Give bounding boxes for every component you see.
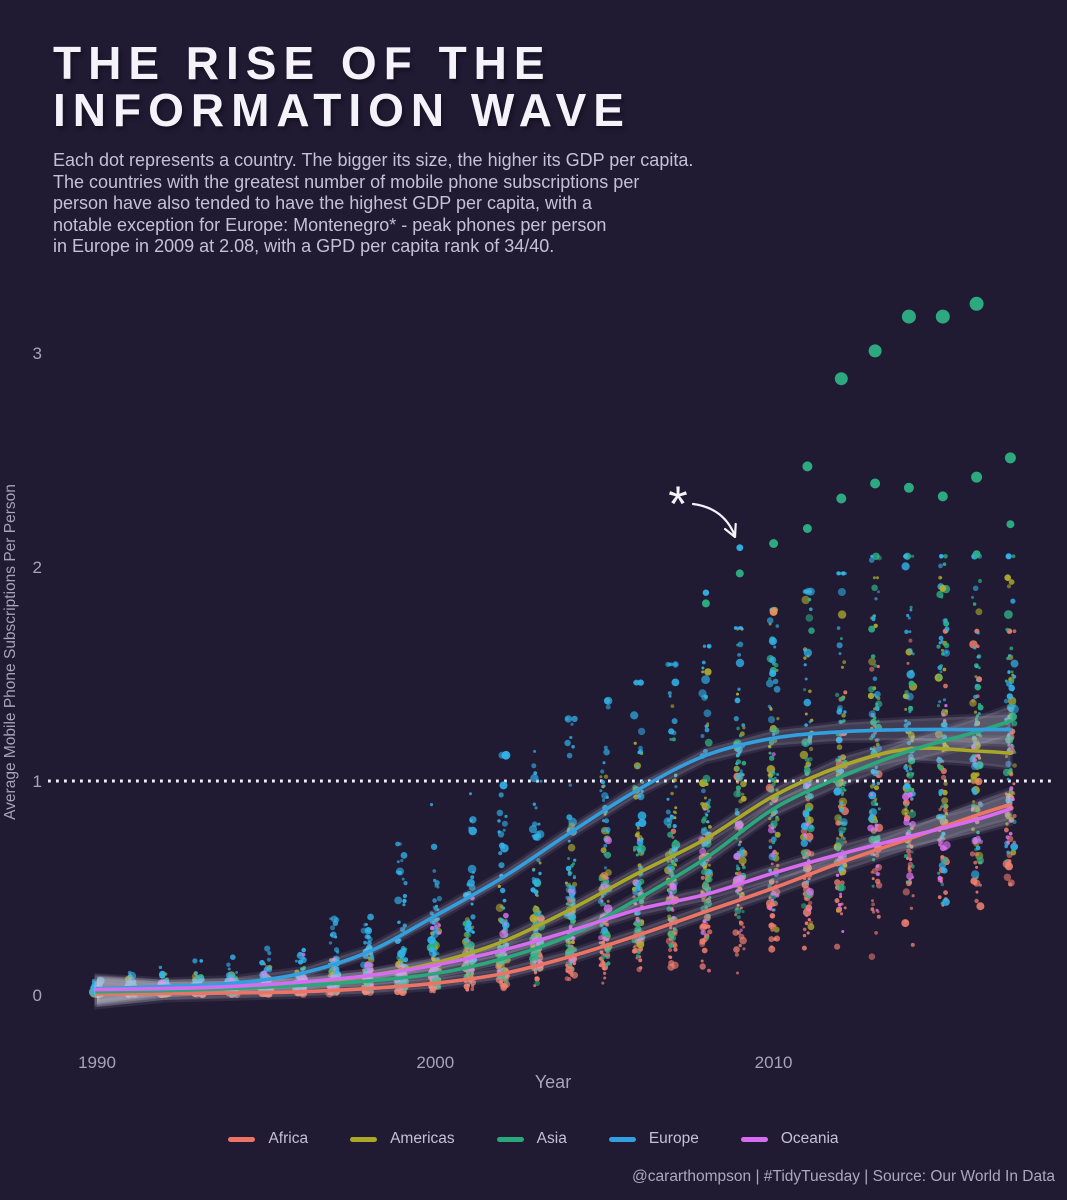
- y-tick-label: 3: [33, 344, 42, 363]
- x-axis-title: Year: [535, 1072, 571, 1092]
- outlier-point: [735, 569, 744, 578]
- legend-label-asia: Asia: [536, 1130, 567, 1147]
- montenegro-point: [736, 544, 744, 552]
- y-tick-label: 1: [33, 772, 42, 791]
- legend-swatch-oceania: [740, 1136, 768, 1142]
- y-axis-title: Average Mobile Phone Subscriptions Per P…: [2, 484, 19, 820]
- confidence-band-asia: [94, 702, 1013, 1008]
- legend-item-europe: Europe: [608, 1130, 699, 1148]
- x-tick-label: 2000: [416, 1053, 454, 1072]
- header: THE RISE OF THE INFORMATION WAVE Each do…: [53, 40, 733, 258]
- outlier-point: [901, 309, 916, 324]
- page-title-line-1: THE RISE OF THE: [53, 37, 552, 89]
- legend-item-africa: Africa: [228, 1130, 308, 1148]
- credit-line: @cararthompson | #TidyTuesday | Source: …: [632, 1168, 1055, 1185]
- legend-label-oceania: Oceania: [780, 1130, 839, 1147]
- confidence-band-africa: [94, 785, 1013, 1010]
- confidence-band-americas: [94, 734, 1013, 1007]
- legend-swatch-europe: [608, 1136, 636, 1142]
- confidence-band-europe: [94, 711, 1013, 1005]
- legend-label-africa: Africa: [268, 1130, 309, 1147]
- outlier-point: [1006, 520, 1015, 529]
- outlier-point: [802, 461, 813, 472]
- confidence-band-oceania: [94, 790, 1013, 1006]
- annotation-arrow: [691, 502, 737, 538]
- outlier-point: [868, 344, 882, 358]
- outlier-point: [972, 550, 981, 559]
- trend-line-africa: [95, 802, 1013, 996]
- outlier-point: [935, 309, 950, 324]
- y-tick-label: 2: [33, 558, 42, 577]
- trend-lines: [95, 719, 1013, 996]
- legend-item-asia: Asia: [496, 1130, 567, 1148]
- legend-item-oceania: Oceania: [740, 1130, 839, 1148]
- y-tick-label: 0: [33, 986, 42, 1005]
- trend-line-europe: [95, 727, 1013, 991]
- chart-subtitle: Each dot represents a country. The bigge…: [53, 150, 694, 257]
- outlier-point: [834, 372, 848, 386]
- outlier-point: [1004, 452, 1016, 464]
- annotation-asterisk: *: [668, 476, 687, 532]
- legend-label-europe: Europe: [648, 1130, 699, 1147]
- legend-label-americas: Americas: [390, 1130, 455, 1147]
- trend-line-oceania: [95, 807, 1013, 992]
- outlier-point: [802, 524, 812, 533]
- x-tick-label: 1990: [78, 1053, 116, 1072]
- outlier-point: [903, 482, 914, 493]
- annotation-arrowhead: [723, 522, 737, 539]
- outlier-point: [969, 296, 984, 311]
- legend-swatch-asia: [496, 1136, 524, 1142]
- outlier-point: [769, 539, 779, 548]
- outlier-point: [701, 599, 710, 608]
- outlier-point: [769, 607, 778, 616]
- legend-item-americas: Americas: [350, 1130, 455, 1148]
- outlier-point: [702, 589, 710, 596]
- annotation-montenegro: *: [668, 476, 737, 539]
- x-tick-label: 2010: [755, 1053, 793, 1072]
- legend-swatch-americas: [350, 1136, 378, 1142]
- page-title-line-2: INFORMATION WAVE: [53, 84, 631, 136]
- confidence-bands: [94, 702, 1013, 1010]
- outlier-point: [939, 584, 947, 592]
- legend: Africa Americas Asia Europe Oceania: [0, 1126, 1067, 1152]
- axes: 1990 2000 2010 0 1 2 3 Year Average Mobile Phone…: [2, 344, 793, 1092]
- outlier-point: [971, 471, 983, 483]
- legend-swatch-africa: [228, 1136, 256, 1142]
- outlier-point: [870, 478, 881, 489]
- outlier-point: [937, 491, 948, 502]
- outlier-point: [836, 493, 847, 504]
- outlier-points: [701, 296, 1016, 616]
- trend-line-asia: [95, 719, 1013, 994]
